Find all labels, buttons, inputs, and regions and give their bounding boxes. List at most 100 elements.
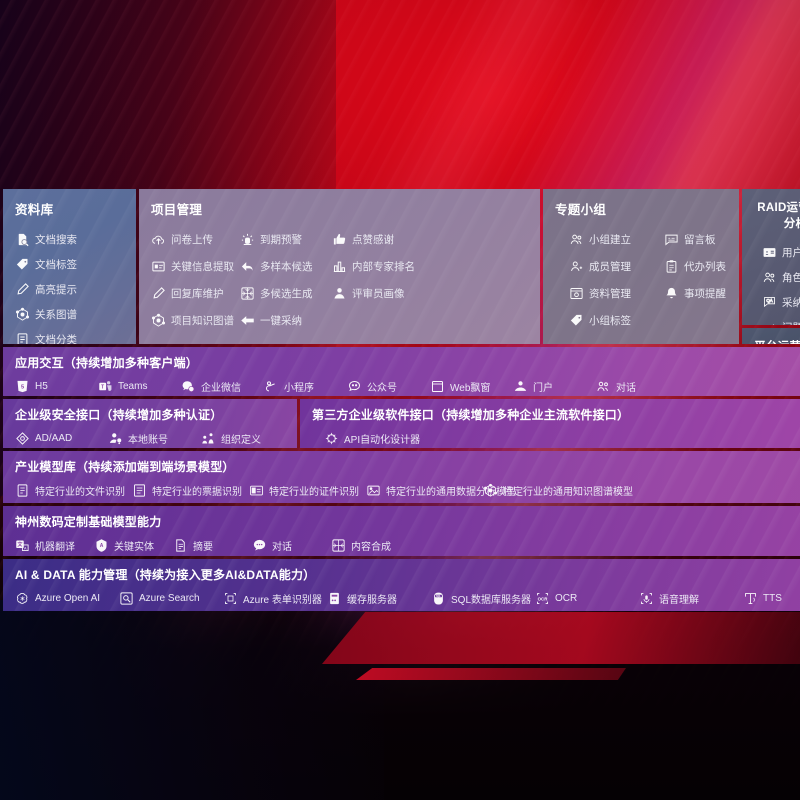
item-teams[interactable]: T Teams — [98, 376, 181, 396]
item-org-definition[interactable]: 组织定义 — [201, 428, 294, 448]
item-one-click-adopt[interactable]: 一键采纳 — [240, 308, 332, 333]
item-local-account[interactable]: 本地账号 — [108, 428, 201, 448]
item-label: API自动化设计器 — [344, 434, 421, 446]
svg-text:5: 5 — [21, 384, 24, 390]
item-message-board[interactable]: 留言板 — [664, 227, 729, 252]
item-label: 多候选生成 — [260, 288, 313, 300]
item-label: 角色管理 — [782, 272, 800, 284]
item-label: 小程序 — [284, 382, 314, 394]
item-label: Azure Search — [139, 592, 200, 604]
item-id-recognition[interactable]: 特定行业的证件识别 — [249, 480, 366, 500]
item-data-analysis-model[interactable]: 特定行业的通用数据分析模型 — [366, 480, 516, 500]
item-label: 用户锻炼 — [782, 247, 800, 259]
item-user-account[interactable]: 用户锻炼 — [762, 240, 800, 265]
band-security-items: AD/AAD 本地账号 组织定义 — [15, 428, 297, 448]
item-label: 事项提醒 — [684, 288, 726, 300]
panel-group-title: 专题小组 — [555, 203, 607, 217]
item-official-account[interactable]: 公众号 — [347, 376, 430, 396]
item-reviewer-portrait[interactable]: 评审员画像 — [332, 281, 530, 306]
item-issue-trend[interactable]: 问题趋势 — [762, 315, 800, 325]
item-multi-candidate-generate[interactable]: 多候选生成 — [240, 281, 332, 306]
item-file-recognition[interactable]: 特定行业的文件识别 — [15, 480, 132, 500]
item-role-management[interactable]: 角色管理 — [762, 265, 800, 290]
html5-icon: 5 — [15, 379, 30, 394]
speech-icon — [639, 591, 654, 606]
item-portal[interactable]: 门户 — [513, 376, 596, 396]
item-label: 本地账号 — [128, 434, 168, 446]
item-key-info-extract[interactable]: 关键信息提取 — [151, 254, 240, 279]
top-panel-row: 资料库 文档搜索 文档标签 高亮提示 — [3, 189, 800, 344]
knowledge-graph-icon — [483, 483, 498, 498]
item-material-management[interactable]: 资料管理 — [569, 281, 664, 306]
item-event-reminder[interactable]: 事项提醒 — [664, 281, 729, 306]
band-third-party-title: 第三方企业级软件接口（持续增加多种企业主流软件接口） — [312, 408, 630, 422]
teams-icon: T — [98, 379, 113, 394]
item-cache-server[interactable]: 缓存服务器 — [327, 588, 431, 608]
item-document-search[interactable]: 文档搜索 — [15, 227, 126, 252]
item-knowledge-graph-model[interactable]: 特定行业的通用知识图谱模型 — [483, 480, 633, 500]
item-expert-ranking[interactable]: 内部专家排名 — [332, 254, 530, 279]
item-todo-list[interactable]: 代办列表 — [664, 254, 729, 279]
svg-text:文: 文 — [17, 541, 23, 548]
band-enterprise-security: 企业级安全接口（持续增加多种认证） AD/AAD 本地账号 组织定义 — [3, 399, 297, 448]
band-third-party-items: API自动化设计器 — [312, 428, 800, 448]
org-chart-icon — [201, 431, 216, 446]
id-card-icon — [762, 245, 777, 260]
item-group-create[interactable]: 小组建立 — [569, 227, 664, 252]
item-relation-graph[interactable]: 关系图谱 — [15, 302, 126, 327]
summary-doc-icon — [173, 538, 188, 553]
item-receipt-recognition[interactable]: 特定行业的票据识别 — [132, 480, 249, 500]
item-wecom[interactable]: 企业微信 — [181, 376, 264, 396]
item-dialogue[interactable]: 对话 — [252, 535, 331, 555]
tag-icon — [15, 257, 30, 272]
item-content-synthesis[interactable]: 内容合成 — [331, 535, 410, 555]
item-label: 组织定义 — [221, 434, 261, 446]
item-key-entity[interactable]: A 关键实体 — [94, 535, 173, 555]
item-label: 内容合成 — [351, 541, 391, 553]
panel-project-title: 项目管理 — [151, 203, 203, 217]
item-label: 摘要 — [193, 541, 213, 553]
item-dialogue[interactable]: 对话 — [596, 376, 679, 396]
item-h5[interactable]: 5 H5 — [15, 376, 98, 396]
item-document-tag[interactable]: 文档标签 — [15, 252, 126, 277]
item-ocr[interactable]: OCR OCR — [535, 588, 639, 608]
item-questionnaire-upload[interactable]: 问卷上传 — [151, 227, 240, 252]
item-ad-aad[interactable]: AD/AAD — [15, 428, 108, 448]
item-azure-search[interactable]: Azure Search — [119, 588, 223, 608]
item-label: 对话 — [272, 541, 292, 553]
item-thumbs-up-thanks[interactable]: 点赞感谢 — [332, 227, 530, 252]
item-label: 特定行业的通用知识图谱模型 — [503, 486, 633, 498]
panel-library-title: 资料库 — [15, 203, 54, 217]
item-highlight-hint[interactable]: 高亮提示 — [15, 277, 126, 302]
item-document-category[interactable]: 文档分类 — [15, 327, 126, 344]
miniprogram-icon — [264, 379, 279, 394]
archive-box-icon — [569, 286, 584, 301]
item-multi-sample-candidates[interactable]: 多样本候选 — [240, 254, 332, 279]
item-sql-database-server[interactable]: SQL SQL数据库服务器 — [431, 588, 535, 608]
item-expiry-alert[interactable]: 到期预警 — [240, 227, 332, 252]
item-tts[interactable]: TTS — [743, 588, 800, 608]
wecom-icon — [181, 379, 196, 394]
item-reply-library-maintain[interactable]: 回复库维护 — [151, 281, 240, 306]
item-label: 点赞感谢 — [352, 234, 394, 246]
item-speech-understanding[interactable]: 语音理解 — [639, 588, 743, 608]
item-label: 文档标签 — [35, 259, 77, 271]
decorative-red-shard-thin — [356, 668, 626, 680]
svg-text:A: A — [24, 546, 27, 550]
svg-text:SQL: SQL — [436, 595, 441, 597]
band-industry-title: 产业模型库（持续添加端到端场景模型） — [15, 460, 235, 474]
item-miniprogram[interactable]: 小程序 — [264, 376, 347, 396]
item-project-knowledge-graph[interactable]: 项目知识图谱 — [151, 308, 240, 333]
item-web-window[interactable]: Web飘窗 — [430, 376, 513, 396]
item-azure-form-recognizer[interactable]: Azure 表单识别器 — [223, 588, 327, 608]
item-azure-openai[interactable]: Azure Open AI — [15, 588, 119, 608]
item-summary[interactable]: 摘要 — [173, 535, 252, 555]
search-box-icon — [119, 591, 134, 606]
band-app-interaction: 应用交互（持续增加多种客户端） 5 H5 T Teams 企业微信 小程序 — [3, 347, 800, 396]
item-group-tag[interactable]: 小组标签 — [569, 308, 664, 333]
item-member-management[interactable]: 成员管理 — [569, 254, 664, 279]
item-api-designer[interactable]: API自动化设计器 — [324, 428, 420, 448]
item-adoption-analysis[interactable]: QA 采纳分析 — [762, 290, 800, 315]
